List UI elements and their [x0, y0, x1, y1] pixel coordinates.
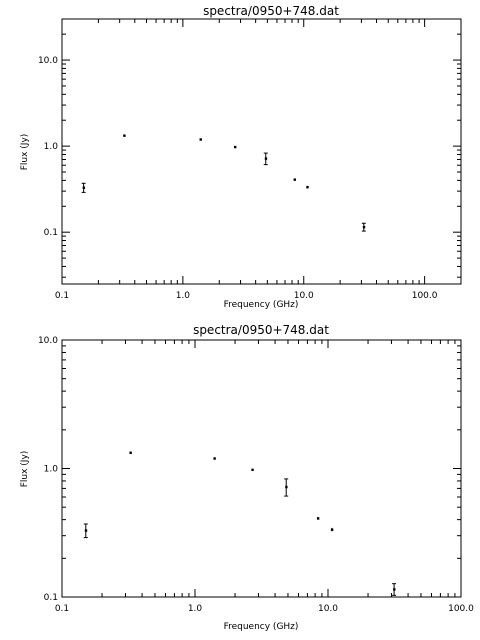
- data-point: [199, 138, 202, 141]
- y-axis-label: Flux (Jy): [20, 451, 30, 488]
- plot-frame: [61, 18, 462, 285]
- chart-title: spectra/0950+748.dat: [203, 4, 339, 18]
- data-point: [316, 516, 320, 520]
- point-marker: [285, 485, 288, 489]
- data-point: [83, 523, 88, 539]
- point-marker: [330, 528, 334, 531]
- plot-frame: [61, 339, 462, 598]
- x-tick-label: 1.0: [188, 604, 203, 614]
- y-axis-label: Flux (Jy): [20, 134, 30, 171]
- y-tick-label: 1.0: [44, 142, 59, 152]
- point-marker: [213, 457, 216, 460]
- point-marker: [123, 134, 126, 137]
- data-point: [284, 478, 289, 497]
- x-tick-label: 0.1: [55, 291, 69, 301]
- point-marker: [264, 157, 268, 160]
- x-tick-label: 10.0: [318, 604, 338, 614]
- x-tick-label: 10.0: [294, 291, 314, 301]
- x-tick-label: 100.0: [412, 291, 438, 301]
- point-marker: [82, 186, 86, 189]
- data-points: [81, 134, 366, 232]
- point-marker: [306, 185, 309, 189]
- data-point: [361, 222, 366, 232]
- data-point: [251, 468, 254, 472]
- x-tick-label: 100.0: [448, 604, 474, 614]
- point-marker: [84, 529, 88, 532]
- data-point: [392, 583, 397, 596]
- x-tick-label: 0.1: [55, 604, 69, 614]
- data-point: [123, 134, 126, 137]
- point-marker: [293, 178, 296, 181]
- point-marker: [199, 138, 202, 141]
- point-marker: [362, 225, 366, 229]
- axis-ticks: 0.1 1.0 10.0 100.0 0.1 1.0 10.0: [38, 18, 462, 301]
- x-axis-label: Frequency (GHz): [224, 300, 299, 310]
- data-points: [83, 451, 397, 596]
- data-point: [234, 145, 237, 149]
- y-tick-label: 0.1: [44, 593, 58, 603]
- data-point: [263, 152, 268, 166]
- y-tick-label: 10.0: [38, 336, 58, 346]
- data-point: [129, 451, 132, 454]
- data-point: [330, 527, 334, 532]
- y-tick-label: 1.0: [44, 465, 59, 475]
- point-marker: [234, 145, 237, 149]
- chart-top: spectra/0950+748.dat 0.1 1.0 10.0 100.0 0.1 1…: [20, 4, 462, 310]
- point-marker: [316, 517, 320, 520]
- data-point: [213, 457, 216, 460]
- x-axis-label: Frequency (GHz): [224, 622, 299, 632]
- y-tick-label: 10.0: [38, 56, 58, 66]
- point-marker: [251, 468, 254, 472]
- y-tick-label: 0.1: [44, 228, 58, 238]
- data-point: [81, 182, 86, 193]
- chart-title: spectra/0950+748.dat: [193, 323, 329, 337]
- point-marker: [393, 588, 396, 591]
- data-point: [306, 185, 309, 189]
- x-tick-label: 1.0: [176, 291, 191, 301]
- axis-ticks: 0.1 1.0 10.0 100.0 0.1 1.0 10.0: [38, 336, 474, 614]
- chart-bottom: spectra/0950+748.dat 0.1 1.0 10.0 100.0 0.1 1…: [20, 323, 474, 632]
- point-marker: [129, 451, 132, 454]
- data-point: [293, 178, 296, 181]
